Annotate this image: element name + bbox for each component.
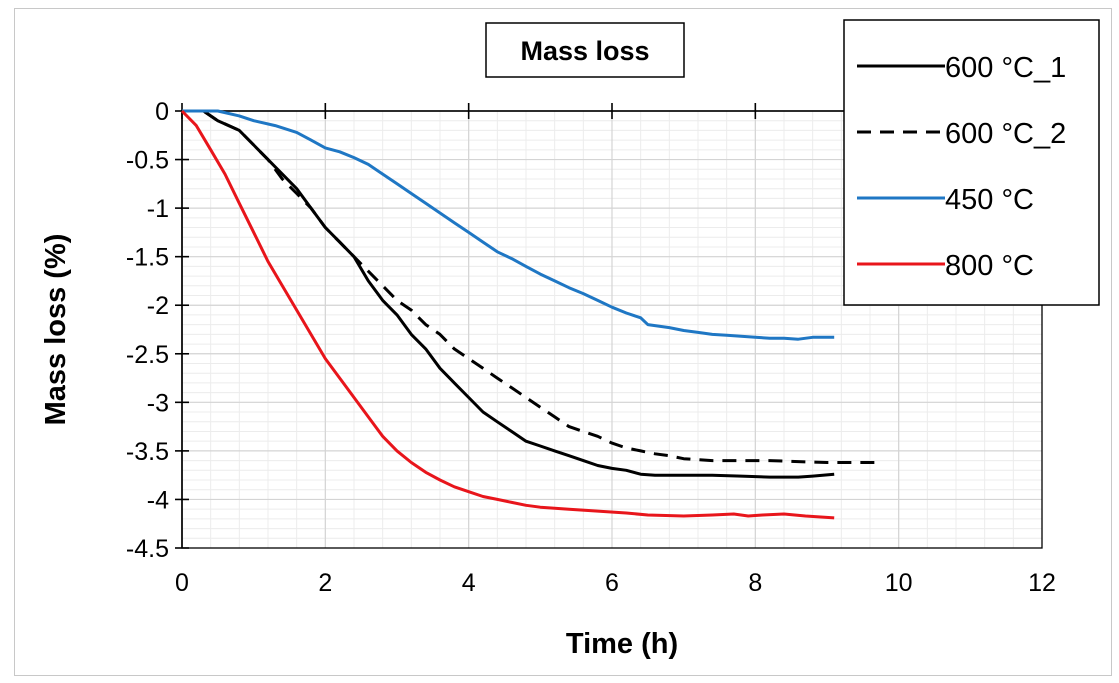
series-line-3: [182, 109, 835, 341]
y-tick-label: -4: [147, 486, 169, 514]
x-axis-title: Time (h): [566, 628, 678, 660]
series-line-1: [182, 109, 835, 479]
y-tick-label: -1.5: [126, 244, 169, 272]
y-tick-label: -4.5: [126, 535, 169, 563]
x-tick-label: 10: [885, 569, 913, 597]
series-line-2: [182, 109, 878, 464]
legend-label-4: 800 °C: [945, 250, 1034, 282]
x-tick-label: 6: [605, 569, 619, 597]
y-tick-label: -3.5: [126, 438, 169, 466]
y-tick-label: -2.5: [126, 341, 169, 369]
x-tick-label: 12: [1028, 569, 1056, 597]
mass-loss-chart: 0 2 4 6 8 10 12 0 -0.5 -1 -1.5 -2 -2.5 -3 -3.5 -4 -4.5 Ti…: [40, 19, 1100, 660]
x-tick-label: 0: [175, 569, 189, 597]
y-tick-label: -0.5: [126, 147, 169, 175]
y-tick-label: -2: [147, 292, 169, 320]
chart-frame: 0 2 4 6 8 10 12 0 -0.5 -1 -1.5 -2 -2.5 -3 -3.5 -4 -4.5 Ti…: [14, 8, 1112, 676]
y-tick-label: -3: [147, 389, 169, 417]
y-tick-label: 0: [155, 98, 169, 126]
legend-label-1: 600 °C_1: [945, 52, 1066, 84]
chart-title-box: [485, 22, 685, 78]
legend-label-3: 450 °C: [945, 184, 1034, 216]
y-axis-title: Mass loss (%): [40, 234, 72, 426]
x-tick-label: 2: [318, 569, 332, 597]
x-tick-label: 4: [462, 569, 476, 597]
chart-title: Mass loss: [520, 36, 649, 66]
legend-label-2: 600 °C_2: [945, 118, 1066, 150]
x-tick-label: 8: [748, 569, 762, 597]
y-tick-label: -1: [147, 195, 169, 223]
series-line-4: [180, 109, 835, 520]
